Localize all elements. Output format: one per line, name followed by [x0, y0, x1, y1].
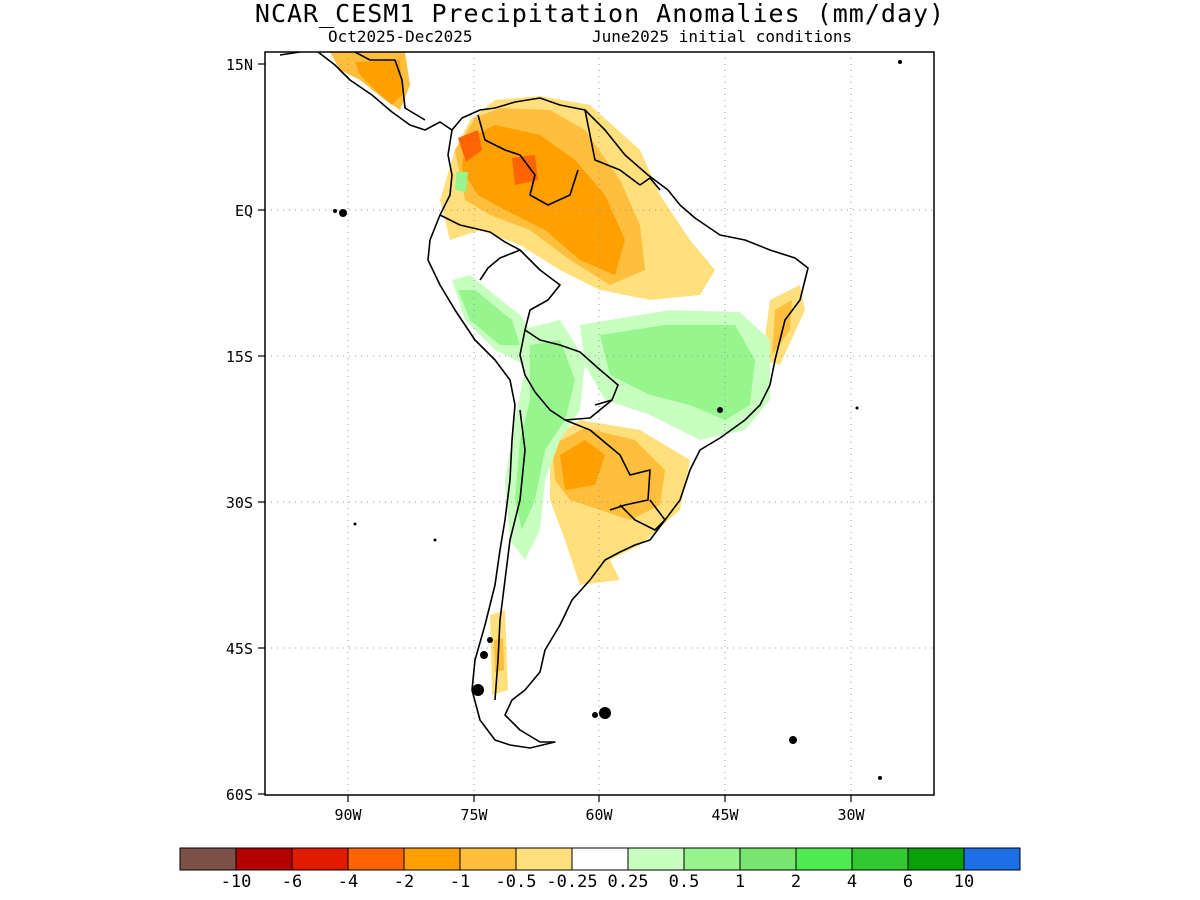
colorbar-label: -10: [220, 872, 252, 892]
lon-tick-label: 45W: [711, 806, 739, 824]
colorbar-swatch: [515, 847, 573, 871]
period-subtitle: Oct2025-Dec2025: [328, 27, 473, 46]
colorbar-swatch: [739, 847, 797, 871]
colorbar-label: 1: [734, 872, 746, 892]
coast-south-america: [427, 97, 809, 749]
lon-tick-label: 75W: [460, 806, 488, 824]
lat-tick-label: 30S: [226, 494, 253, 512]
colorbar: [179, 847, 1021, 871]
colorbar-label: 10: [953, 872, 975, 892]
colorbar-swatch: [683, 847, 741, 871]
colorbar-label: 0.5: [668, 872, 700, 892]
anomaly-andes-wet-core: [515, 340, 575, 530]
longitude-labels: 90W 75W 60W 45W 30W: [334, 806, 865, 824]
colorbar-label: -0.5: [495, 872, 537, 892]
anomaly-ne-brazil-core: [772, 300, 792, 355]
colorbar-swatch: [235, 847, 293, 871]
lat-tick-label: 45S: [226, 640, 253, 658]
lon-tick-label: 60W: [585, 806, 613, 824]
border-colombia-peru: [439, 214, 521, 281]
anomaly-ecuador-wet: [455, 172, 468, 192]
colorbar-swatch: [851, 847, 909, 871]
colorbar-swatch: [459, 847, 517, 871]
anomaly-fields: [330, 52, 805, 695]
lat-tick-label: 15N: [226, 56, 253, 74]
anomaly-paraguay-core: [560, 440, 605, 490]
border-chile-argentina: [494, 409, 526, 701]
colorbar-swatch: [347, 847, 405, 871]
lat-tick-label: 15S: [226, 348, 253, 366]
coast-caribbean-ca: [354, 52, 426, 121]
lon-tick-label: 90W: [334, 806, 362, 824]
colorbar-swatch: [963, 847, 1021, 871]
lat-tick-label: EQ: [235, 202, 253, 220]
border-paraguay: [564, 419, 651, 511]
colorbar-label: 6: [902, 872, 914, 892]
islands: [333, 60, 902, 780]
colorbar-swatch: [291, 847, 349, 871]
colorbar-swatch: [403, 847, 461, 871]
chart-title: NCAR_CESM1 Precipitation Anomalies (mm/d…: [254, 0, 946, 28]
colorbar-label: 0.25: [607, 872, 649, 892]
colorbar-label: -1: [449, 872, 471, 892]
initial-conditions-subtitle: June2025 initial conditions: [592, 27, 853, 46]
border-bolivia: [519, 329, 613, 421]
longitude-axis: [347, 795, 852, 802]
anomaly-colombia-core-2: [512, 155, 538, 185]
galapagos-islands: [339, 209, 347, 217]
border-peru-brazil: [519, 249, 619, 406]
lat-tick-label: 60S: [226, 786, 253, 804]
anomaly-brazil-wet-core: [600, 325, 755, 420]
south-georgia: [789, 736, 797, 744]
colorbar-label: 4: [846, 872, 858, 892]
colorbar-label: 2: [790, 872, 802, 892]
chilean-fjords: [472, 684, 484, 696]
falkland-islands: [599, 707, 611, 719]
latitude-labels: 15N EQ 15S 30S 45S 60S: [226, 56, 253, 804]
latitude-axis: [258, 63, 265, 795]
colorbar-label: -0.25: [546, 872, 598, 892]
colorbar-swatch: [627, 847, 685, 871]
lon-tick-label: 30W: [837, 806, 865, 824]
anomaly-central-america-core: [355, 60, 402, 105]
colorbar-swatch: [179, 847, 237, 871]
colorbar-swatch: [795, 847, 853, 871]
anomaly-colombia-core: [458, 130, 482, 162]
border-uruguay: [619, 499, 666, 531]
colorbar-swatch: [571, 847, 629, 871]
anomaly-peru-wet-core: [458, 290, 520, 345]
colorbar-label: -4: [337, 872, 359, 892]
colorbar-label: -2: [393, 872, 415, 892]
anomaly-northern-sa-strong: [462, 125, 625, 275]
colorbar-swatch: [907, 847, 965, 871]
border-guianas: [584, 109, 661, 191]
colorbar-label: -6: [281, 872, 303, 892]
border-colombia-venezuela: [477, 114, 579, 206]
